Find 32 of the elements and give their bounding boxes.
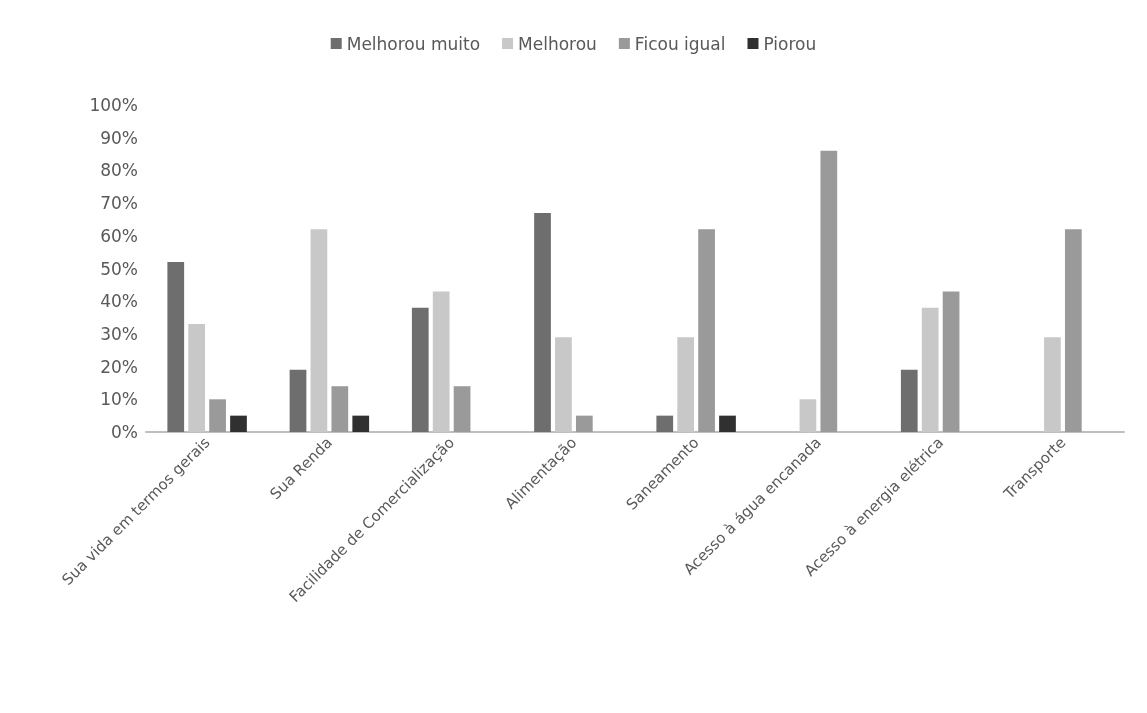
bar (209, 399, 226, 432)
legend-label: Piorou (763, 33, 817, 54)
bar (575, 415, 593, 432)
y-tick-label: 60% (100, 225, 138, 246)
bar (289, 369, 307, 432)
y-tick-label: 70% (100, 193, 138, 214)
bar (453, 386, 471, 432)
y-tick-label: 20% (100, 356, 138, 377)
bar (1064, 229, 1082, 432)
bar (820, 150, 838, 432)
bar (719, 415, 736, 432)
y-tick-label: 90% (100, 127, 138, 148)
y-tick-label: 100% (89, 95, 138, 115)
y-tick-label: 0% (111, 422, 138, 442)
bar (167, 261, 185, 432)
y-tick-label: 40% (100, 291, 138, 312)
bar (230, 415, 247, 432)
legend-label: Melhorou (518, 33, 597, 54)
y-tick-label: 30% (100, 323, 138, 344)
legend-label: Melhorou muito (346, 33, 481, 54)
bar (534, 212, 551, 432)
y-tick-label: 10% (100, 389, 138, 410)
y-tick-label: 80% (100, 160, 138, 181)
bar (942, 291, 960, 432)
bar (411, 307, 429, 432)
legend-label: Ficou igual (634, 33, 726, 54)
bar (900, 369, 918, 432)
bar (698, 229, 715, 432)
bar (352, 415, 370, 432)
y-tick-label: 50% (100, 258, 138, 279)
bar (331, 386, 349, 432)
bar (656, 415, 674, 432)
